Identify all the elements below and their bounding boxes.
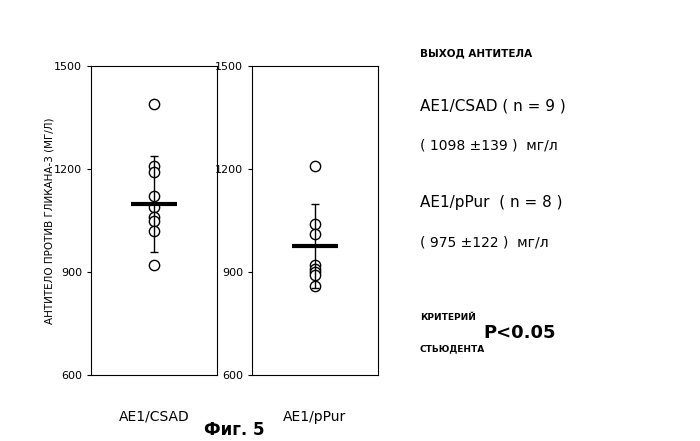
Point [148,227,160,234]
Point [309,162,321,169]
Text: AE1/pPur  ( n = 8 ): AE1/pPur ( n = 8 ) [420,195,563,210]
Point [148,262,160,269]
Point [309,272,321,279]
Text: Фиг. 5: Фиг. 5 [204,421,265,439]
Point [148,169,160,176]
Text: КРИТЕРИЙ: КРИТЕРИЙ [420,313,476,322]
Point [148,193,160,200]
Point [148,162,160,169]
Text: СТЬЮДЕНТА: СТЬЮДЕНТА [420,344,485,353]
Point [148,101,160,108]
Text: AE1/CSAD ( n = 9 ): AE1/CSAD ( n = 9 ) [420,98,566,113]
Point [309,231,321,238]
Point [148,217,160,224]
Point [148,203,160,210]
Text: ВЫХОД АНТИТЕЛА: ВЫХОД АНТИТЕЛА [420,48,532,58]
Text: ( 1098 ±139 )  мг/л: ( 1098 ±139 ) мг/л [420,138,558,153]
Point [309,282,321,289]
Point [309,265,321,272]
Text: ( 975 ±122 )  мг/л: ( 975 ±122 ) мг/л [420,235,549,250]
Y-axis label: АНТИТЕЛО ПРОТИВ ГЛИКАНА-3 (МГ/Л): АНТИТЕЛО ПРОТИВ ГЛИКАНА-3 (МГ/Л) [45,117,55,324]
Text: AE1/pPur: AE1/pPur [284,410,346,424]
Point [148,213,160,220]
Text: AE1/CSAD: AE1/CSAD [118,410,190,424]
Text: P<0.05: P<0.05 [483,324,556,342]
Point [309,269,321,276]
Point [309,220,321,228]
Point [309,262,321,269]
